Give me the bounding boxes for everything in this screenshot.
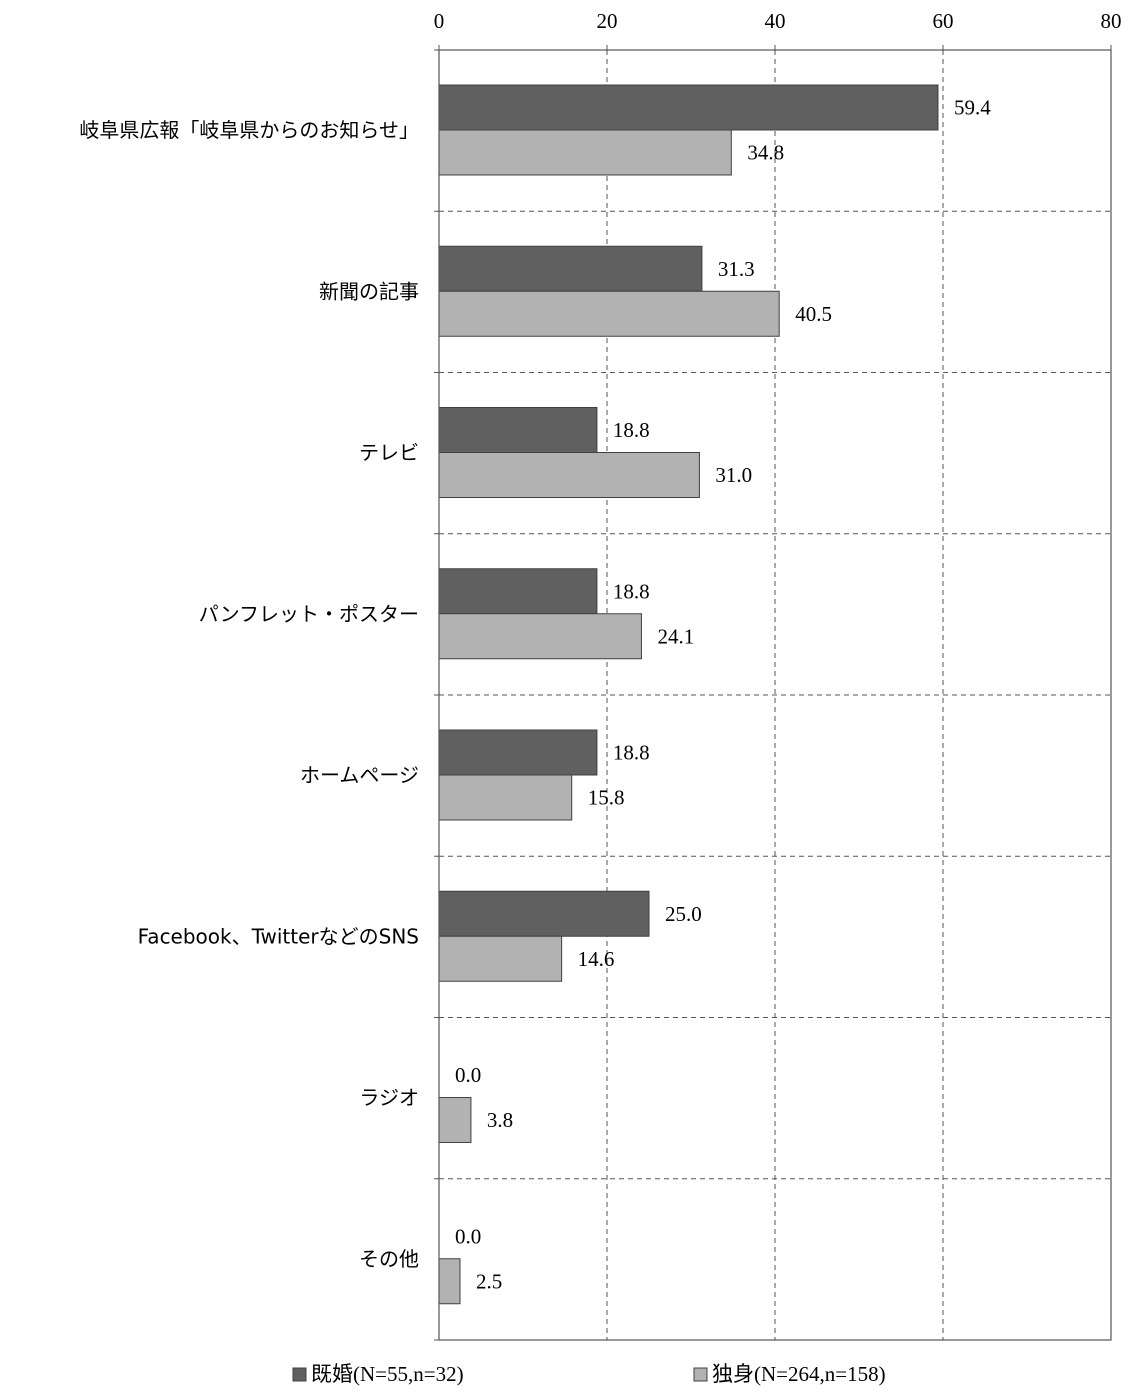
bar-married — [438, 245, 703, 292]
value-label: 24.1 — [657, 624, 694, 648]
x-tick-label: 80 — [1101, 9, 1122, 33]
plot-frame — [434, 45, 1112, 1341]
x-tick-labels: 0 20 40 60 80 — [434, 9, 1122, 33]
value-label: 14.6 — [578, 947, 615, 971]
legend-label: 独身(N=264,n=158) — [712, 1362, 886, 1386]
value-label: 59.4 — [954, 96, 991, 120]
x-tick-label: 20 — [597, 9, 618, 33]
bar-married — [438, 568, 598, 615]
value-label: 31.3 — [718, 257, 755, 281]
value-label: 2.5 — [476, 1269, 502, 1293]
category-label: ホームページ — [300, 763, 419, 787]
bar-married — [438, 407, 598, 453]
value-label: 3.8 — [487, 1108, 513, 1132]
bar-single — [438, 1258, 461, 1305]
bar-married — [438, 729, 598, 776]
value-label: 0.0 — [455, 1224, 481, 1248]
bar-married — [438, 84, 939, 131]
bar-single — [438, 452, 700, 498]
value-label: 34.8 — [747, 141, 784, 165]
bar-single — [438, 290, 780, 337]
bar-single — [438, 1097, 472, 1143]
value-label: 18.8 — [613, 418, 650, 442]
value-label: 15.8 — [588, 786, 625, 810]
bar-single — [438, 935, 563, 982]
bar-single — [438, 613, 642, 660]
value-label: 0.0 — [455, 1063, 481, 1087]
value-label: 18.8 — [613, 579, 650, 603]
category-label: 新聞の記事 — [319, 279, 419, 303]
legend: 既婚(N=55,n=32) 独身(N=264,n=158) — [292, 1362, 886, 1386]
value-labels: 59.4 31.3 18.8 18.8 18.8 25.0 0.0 0.0 34.8 40.5 31… — [455, 96, 991, 1294]
grid-lines — [439, 50, 1111, 1340]
category-label: パンフレット・ポスター — [199, 602, 419, 626]
category-label: テレビ — [359, 441, 419, 465]
value-label: 40.5 — [795, 302, 832, 326]
category-label: その他 — [359, 1247, 419, 1271]
x-tick-label: 60 — [933, 9, 954, 33]
category-label: 岐阜県広報「岐阜県からのお知らせ」 — [79, 118, 419, 142]
legend-swatch — [693, 1367, 708, 1382]
bars — [438, 84, 939, 1305]
legend-swatch — [292, 1367, 307, 1382]
bar-single — [438, 774, 573, 821]
value-label: 25.0 — [665, 902, 702, 926]
x-tick-label: 40 — [765, 9, 786, 33]
x-tick-label: 0 — [434, 9, 445, 33]
category-label: ラジオ — [359, 1086, 419, 1110]
category-labels: 岐阜県広報「岐阜県からのお知らせ」新聞の記事テレビパンフレット・ポスターホームペ… — [79, 118, 419, 1271]
bar-married — [438, 890, 650, 937]
value-label: 31.0 — [715, 463, 752, 487]
legend-label: 既婚(N=55,n=32) — [311, 1362, 464, 1386]
value-label: 18.8 — [613, 741, 650, 765]
bar-single — [438, 129, 732, 176]
category-label: Facebook、TwitterなどのSNS — [138, 924, 419, 948]
